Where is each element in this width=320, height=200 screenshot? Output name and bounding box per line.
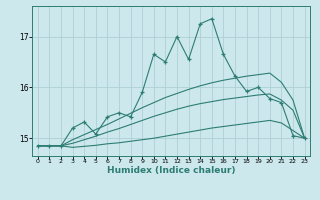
X-axis label: Humidex (Indice chaleur): Humidex (Indice chaleur) bbox=[107, 166, 236, 175]
